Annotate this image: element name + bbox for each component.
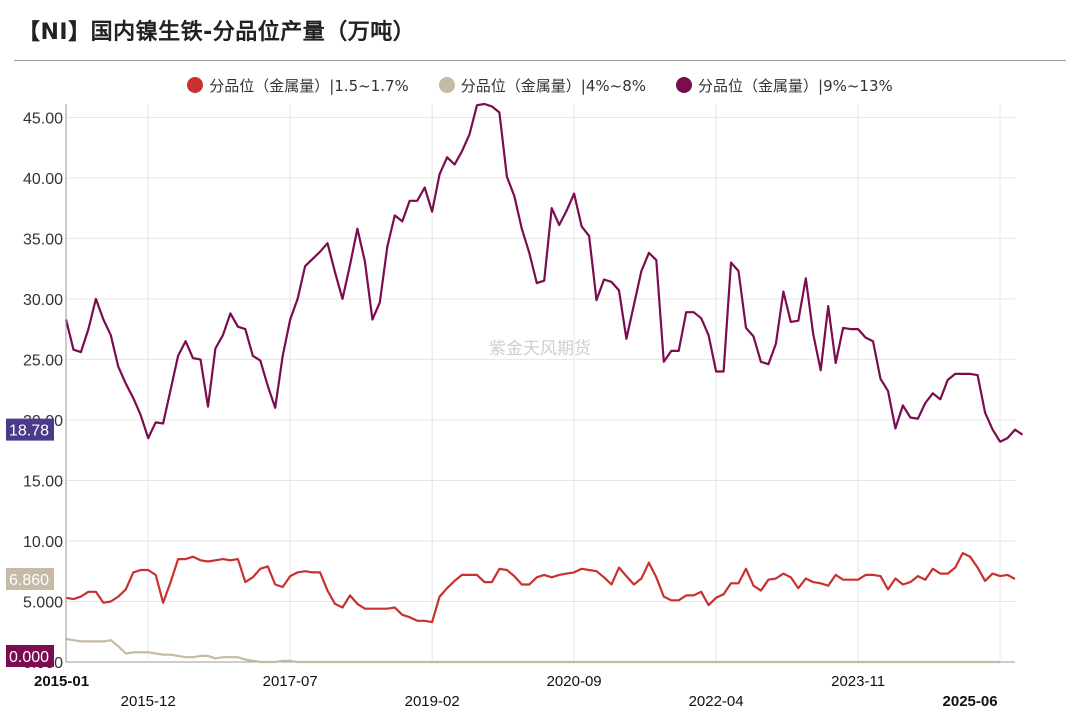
y-tick-label: 35.00 xyxy=(23,231,63,248)
grid-layer xyxy=(65,104,1015,663)
legend-item-series-1[interactable]: 分品位（金属量）|1.5~1.7% xyxy=(187,72,409,98)
x-tick-label: 2015-12 xyxy=(121,693,176,708)
legend-item-series-2[interactable]: 分品位（金属量）|4%~8% xyxy=(438,72,647,98)
legend-dot-icon xyxy=(187,77,204,93)
legend: 分品位（金属量）|1.5~1.7% 分品位（金属量）|4%~8% 分品位（金属量… xyxy=(0,72,1080,98)
title-divider xyxy=(14,60,1066,61)
x-tick-label: 2015-01 xyxy=(34,673,89,690)
legend-item-series-3[interactable]: 分品位（金属量）|9%~13% xyxy=(676,72,893,98)
legend-label: 分品位（金属量）|4%~8% xyxy=(460,76,647,95)
last-value-label-zero-box xyxy=(6,645,54,667)
axis-layer: 0.0005.00010.0015.0020.0025.0030.0035.00… xyxy=(23,104,998,708)
legend-label: 分品位（金属量）|1.5~1.7% xyxy=(209,76,409,95)
x-tick-label: 2019-02 xyxy=(405,693,460,708)
x-tick-label: 2017-07 xyxy=(263,673,318,690)
last-value-label-series-1: 6.860 xyxy=(9,572,49,589)
series-layer xyxy=(64,102,1024,664)
legend-label: 分品位（金属量）|9%~13% xyxy=(698,76,893,95)
legend-dot-icon xyxy=(676,77,693,93)
x-tick-label: 2023-11 xyxy=(831,673,885,690)
y-tick-label: 30.00 xyxy=(23,292,63,309)
last-value-label-series-3-box xyxy=(6,418,54,441)
last-value-labels: 18.78 6.860 0.000 xyxy=(6,418,54,667)
last-value-label-zero: 0.000 xyxy=(9,649,49,666)
x-tick-label: 2022-04 xyxy=(689,693,744,708)
legend-dot-icon xyxy=(438,77,455,93)
series-line-2 xyxy=(65,637,1001,664)
y-tick-label: 5.000 xyxy=(23,594,63,611)
watermark-text: 紫金天风期货 xyxy=(489,339,591,359)
x-tick-label: 2025-06 xyxy=(943,693,998,708)
x-tick-label: 2020-09 xyxy=(547,673,602,690)
y-tick-label: 45.00 xyxy=(23,110,63,127)
last-value-label-series-3: 18.78 xyxy=(9,423,49,440)
series-line-1 xyxy=(65,552,1016,624)
last-value-label-series-1-box xyxy=(6,567,54,590)
y-tick-label: 10.00 xyxy=(23,534,63,551)
series-line-3 xyxy=(64,102,1024,443)
y-tick-label: 15.00 xyxy=(23,473,63,490)
chart-title: 【NI】国内镍生铁-分品位产量（万吨） xyxy=(18,20,416,45)
y-tick-label: 25.00 xyxy=(23,352,63,369)
y-tick-label: 40.00 xyxy=(23,171,63,188)
